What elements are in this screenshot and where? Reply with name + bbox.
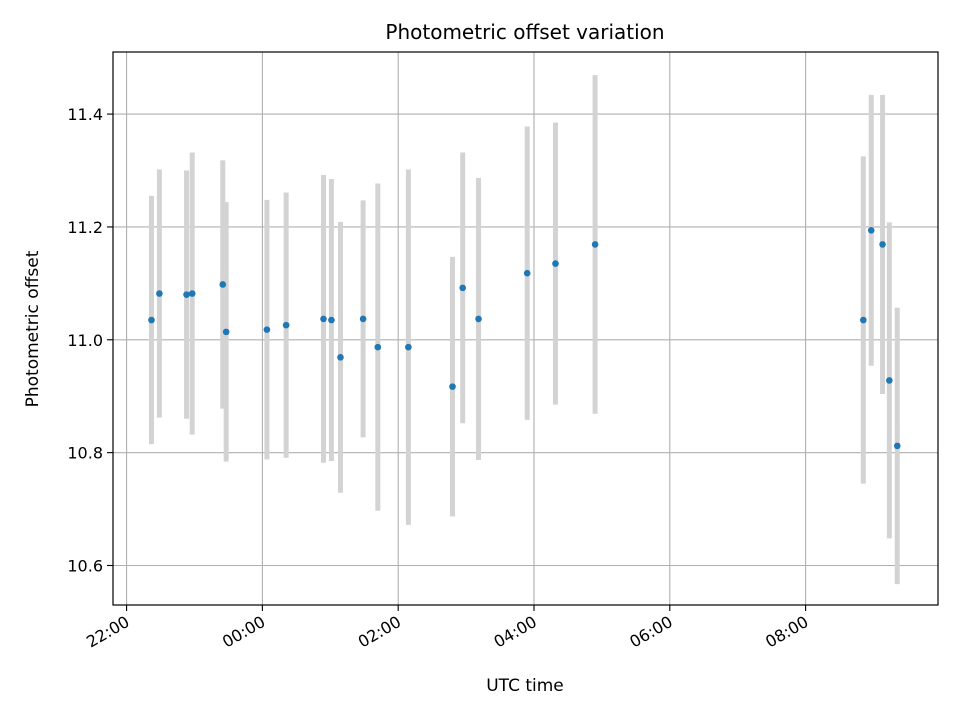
data-point (188, 290, 196, 297)
data-point (591, 241, 599, 248)
y-tick-label: 10.6 (67, 557, 103, 576)
data-point (359, 315, 367, 323)
x-axis-label: UTC time (486, 676, 564, 696)
data-point (183, 291, 190, 298)
y-tick-label: 11.2 (67, 218, 103, 237)
data-point (523, 269, 531, 277)
chart-title: Photometric offset variation (385, 20, 664, 44)
data-point (879, 241, 886, 248)
data-point (219, 281, 227, 288)
data-point (222, 328, 230, 336)
data-point (156, 290, 163, 297)
data-point (328, 316, 335, 324)
data-point (552, 260, 559, 267)
data-point (405, 343, 412, 351)
y-tick-label: 11.0 (67, 331, 103, 350)
data-point (459, 284, 466, 292)
data-point (374, 343, 382, 351)
data-point (475, 315, 482, 323)
y-tick-label: 10.8 (67, 444, 103, 463)
data-point (320, 315, 327, 323)
data-point (263, 326, 271, 333)
data-point (893, 442, 901, 450)
axes-frame (112, 51, 939, 606)
data-point (886, 377, 893, 384)
data-point (282, 321, 290, 329)
data-point (337, 353, 344, 361)
y-tick-label: 11.4 (67, 105, 103, 124)
data-points (148, 227, 901, 450)
y-axis-label: Photometric offset (23, 250, 43, 407)
data-point (867, 227, 875, 234)
data-point (860, 316, 867, 324)
data-point (449, 383, 456, 390)
data-point (148, 316, 155, 324)
